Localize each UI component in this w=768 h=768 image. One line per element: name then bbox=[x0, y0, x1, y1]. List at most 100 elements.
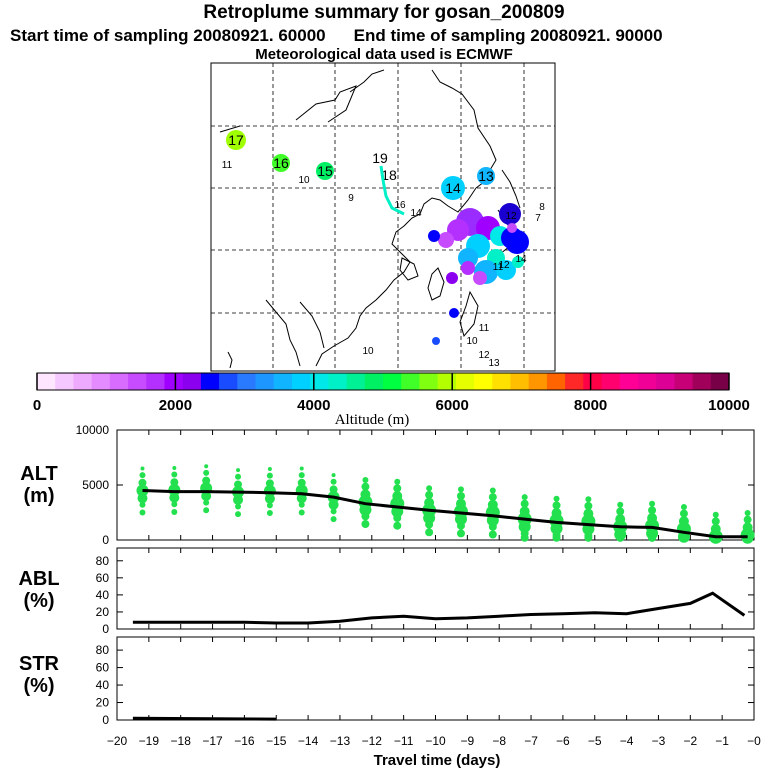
plume-marker-label: 11 bbox=[222, 160, 233, 171]
met-data-note: Meteorological data used is ECMWF bbox=[255, 46, 513, 63]
colorbar-tick-label: 6000 bbox=[436, 397, 469, 414]
particle-point bbox=[550, 522, 563, 535]
particle-point bbox=[425, 490, 434, 499]
colorbar-cell bbox=[37, 373, 56, 390]
series-line-abl bbox=[132, 591, 746, 625]
altitude-colorbar: 0 2000 4000 6000 8000 10000 Altitude (m) bbox=[33, 372, 750, 428]
map-frame bbox=[210, 62, 556, 372]
colorbar-cell bbox=[164, 373, 184, 390]
y-tick-label: 0 bbox=[102, 622, 109, 636]
colorbar-tick-label: 8000 bbox=[574, 397, 607, 414]
particle-point bbox=[171, 508, 178, 515]
x-tick-label: −15 bbox=[266, 734, 287, 748]
plume-marker-label: 12 bbox=[478, 350, 490, 361]
colorbar-cell bbox=[674, 373, 694, 390]
particle-point bbox=[456, 529, 465, 538]
x-tick-label: −16 bbox=[234, 734, 255, 748]
plume-particle-cloud bbox=[512, 256, 524, 268]
particle-point bbox=[679, 533, 688, 542]
plume-marker-label: 14 bbox=[445, 180, 461, 196]
particle-point bbox=[393, 521, 402, 530]
particle-point bbox=[203, 469, 210, 476]
particle-point bbox=[362, 477, 369, 484]
colorbar-cell bbox=[474, 373, 493, 390]
colorbar-cell bbox=[109, 373, 129, 390]
particle-point bbox=[137, 493, 148, 504]
plume-marker-label: 11 bbox=[479, 323, 490, 334]
particle-point bbox=[139, 509, 146, 516]
particle-point bbox=[359, 503, 372, 516]
particle-point bbox=[139, 472, 146, 479]
particle-point bbox=[138, 478, 147, 487]
plume-marker-label: 10 bbox=[466, 336, 478, 347]
y-tick-label: 5000 bbox=[82, 478, 109, 492]
x-tick-label: −18 bbox=[171, 734, 192, 748]
particle-point bbox=[521, 494, 528, 501]
colorbar-tick-label: 4000 bbox=[297, 397, 330, 414]
plume-marker-label: 18 bbox=[381, 167, 397, 183]
colorbar-cell bbox=[401, 373, 420, 390]
series-line-str bbox=[132, 716, 277, 721]
x-axis-title: Travel time (days) bbox=[374, 752, 501, 768]
particle-point bbox=[551, 508, 562, 519]
x-tick-label: −20 bbox=[107, 734, 128, 748]
particle-point bbox=[679, 509, 688, 518]
colorbar-cell bbox=[310, 373, 329, 390]
x-axis: −20 −19 −18 −17 −16 −15 −14 −13 −12 −11 −10 −9 −8 −7 −… bbox=[107, 734, 761, 768]
particle-point bbox=[265, 479, 274, 488]
y-tick-label: 0 bbox=[102, 713, 109, 727]
plume-marker-label: 14 bbox=[410, 208, 422, 219]
plume-marker-label: 10 bbox=[362, 346, 374, 357]
colorbar-cell bbox=[419, 373, 439, 390]
plume-particle-cloud bbox=[449, 308, 459, 318]
particle-point bbox=[233, 494, 244, 505]
particle-point bbox=[711, 517, 720, 526]
particle-point bbox=[266, 502, 273, 509]
particle-point bbox=[203, 507, 210, 514]
colorbar-tick-label: 2000 bbox=[159, 397, 192, 414]
plume-marker-label: 12 bbox=[505, 211, 517, 222]
particle-point bbox=[617, 501, 624, 508]
particle-point bbox=[583, 508, 594, 519]
colorbar-cell bbox=[128, 373, 147, 390]
colorbar-cell bbox=[437, 373, 457, 390]
particle-point bbox=[615, 514, 626, 525]
y-axis-label: ABL bbox=[18, 568, 59, 590]
x-tick-label: −8 bbox=[492, 734, 506, 748]
panel-str: STR(%) 80 60 40 20 0 bbox=[19, 636, 755, 727]
colorbar-cell bbox=[273, 373, 293, 390]
particle-point bbox=[518, 520, 531, 533]
particle-point bbox=[172, 465, 177, 470]
y-tick-label: 20 bbox=[96, 605, 110, 619]
x-tick-label: −11 bbox=[394, 734, 414, 748]
particle-point bbox=[236, 468, 241, 473]
x-tick-label: −1 bbox=[715, 734, 729, 748]
y-tick-label: 80 bbox=[96, 554, 110, 568]
plume-marker-label: 10 bbox=[298, 175, 310, 186]
particle-point bbox=[616, 507, 625, 516]
particle-point bbox=[648, 533, 657, 542]
particle-point bbox=[712, 511, 719, 518]
chart-title: Retroplume summary for gosan_200809 bbox=[203, 2, 565, 23]
colorbar-tick-label: 0 bbox=[33, 397, 41, 414]
y-tick-label: 60 bbox=[96, 571, 110, 585]
plume-marker-label: 13 bbox=[478, 168, 494, 184]
colorbar-cell bbox=[383, 373, 402, 390]
x-tick-label: −2 bbox=[683, 734, 697, 748]
colorbar-cell bbox=[255, 373, 275, 390]
colorbar-cell bbox=[510, 373, 530, 390]
plume-particle-cloud bbox=[505, 230, 529, 254]
particle-point bbox=[330, 478, 337, 485]
x-tick-label: −3 bbox=[652, 734, 666, 748]
plume-particle-cloud bbox=[446, 272, 458, 284]
x-tick-label: −7 bbox=[524, 734, 538, 748]
particle-point bbox=[204, 464, 209, 469]
particle-point bbox=[648, 506, 657, 515]
particle-point bbox=[585, 496, 592, 503]
colorbar-tick-label: 10000 bbox=[708, 397, 750, 414]
x-tick-label: −6 bbox=[556, 734, 570, 748]
plume-marker-label: 14 bbox=[515, 254, 527, 265]
plume-particle-cloud bbox=[499, 203, 521, 225]
particle-point bbox=[329, 485, 338, 494]
